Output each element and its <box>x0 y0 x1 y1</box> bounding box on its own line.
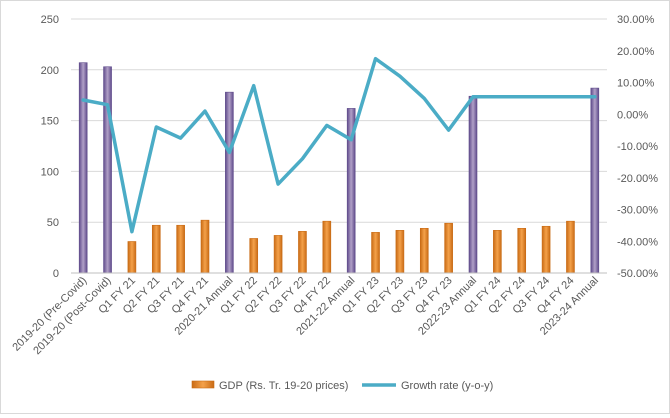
annual-gdp-bar <box>468 95 478 274</box>
left-tick-label: 200 <box>41 65 59 77</box>
annual-gdp-bar <box>103 66 112 274</box>
right-tick-label: 10.00% <box>617 78 655 90</box>
right-axis-ticks: -50.00% -40.00% -30.00% -20.00% -10.00% 0.00%… <box>617 14 658 280</box>
right-tick-label: 0.00% <box>617 109 648 121</box>
left-tick-label: 50 <box>47 217 59 229</box>
quarterly-gdp-bar <box>541 225 551 274</box>
line-series <box>81 56 597 234</box>
right-tick-label: 30.00% <box>617 14 655 26</box>
left-tick-label: 100 <box>41 166 59 178</box>
annual-gdp-bar <box>78 62 88 274</box>
quarterly-gdp-bar <box>517 227 527 274</box>
right-tick-label: -30.00% <box>617 205 658 217</box>
quarterly-gdp-bar <box>176 224 185 274</box>
quarterly-gdp-bar <box>493 230 502 274</box>
quarterly-gdp-bar <box>151 224 161 274</box>
quarterly-gdp-bar <box>419 227 429 274</box>
legend-label-growth: Growth rate (y-o-y) <box>401 380 493 392</box>
quarterly-gdp-bar <box>273 235 283 274</box>
quarterly-gdp-bar <box>298 231 307 274</box>
bar-series <box>78 62 600 274</box>
quarterly-gdp-bar <box>395 230 405 274</box>
quarterly-gdp-bar <box>566 220 575 274</box>
x-axis: 2019-20 (Pre-Covid)2019-20 (Post-Covid)Q… <box>10 272 607 357</box>
right-tick-label: -20.00% <box>617 173 658 185</box>
left-axis-ticks: 0 50 100 150 200 250 <box>41 14 59 280</box>
legend-label-gdp: GDP (Rs. Tr. 19-20 prices) <box>219 380 348 392</box>
right-tick-label: -10.00% <box>617 141 658 153</box>
legend: GDP (Rs. Tr. 19-20 prices) Growth rate (y… <box>191 380 493 392</box>
quarterly-gdp-bar <box>200 219 210 274</box>
quarterly-gdp-bar <box>249 238 259 274</box>
quarterly-gdp-bar <box>322 220 332 274</box>
quarterly-gdp-bar <box>371 232 380 274</box>
left-tick-label: 0 <box>53 268 59 280</box>
left-tick-label: 150 <box>41 116 59 128</box>
quarterly-gdp-bar <box>444 222 453 274</box>
growth-rate-line <box>81 56 597 234</box>
left-tick-label: 250 <box>41 14 59 26</box>
right-tick-label: 20.00% <box>617 46 655 58</box>
annual-gdp-bar <box>590 87 600 274</box>
quarterly-gdp-bar <box>127 241 137 274</box>
right-tick-label: -50.00% <box>617 268 658 280</box>
annual-gdp-bar <box>225 91 234 274</box>
legend-bar-swatch <box>191 380 215 389</box>
right-tick-label: -40.00% <box>617 236 658 248</box>
